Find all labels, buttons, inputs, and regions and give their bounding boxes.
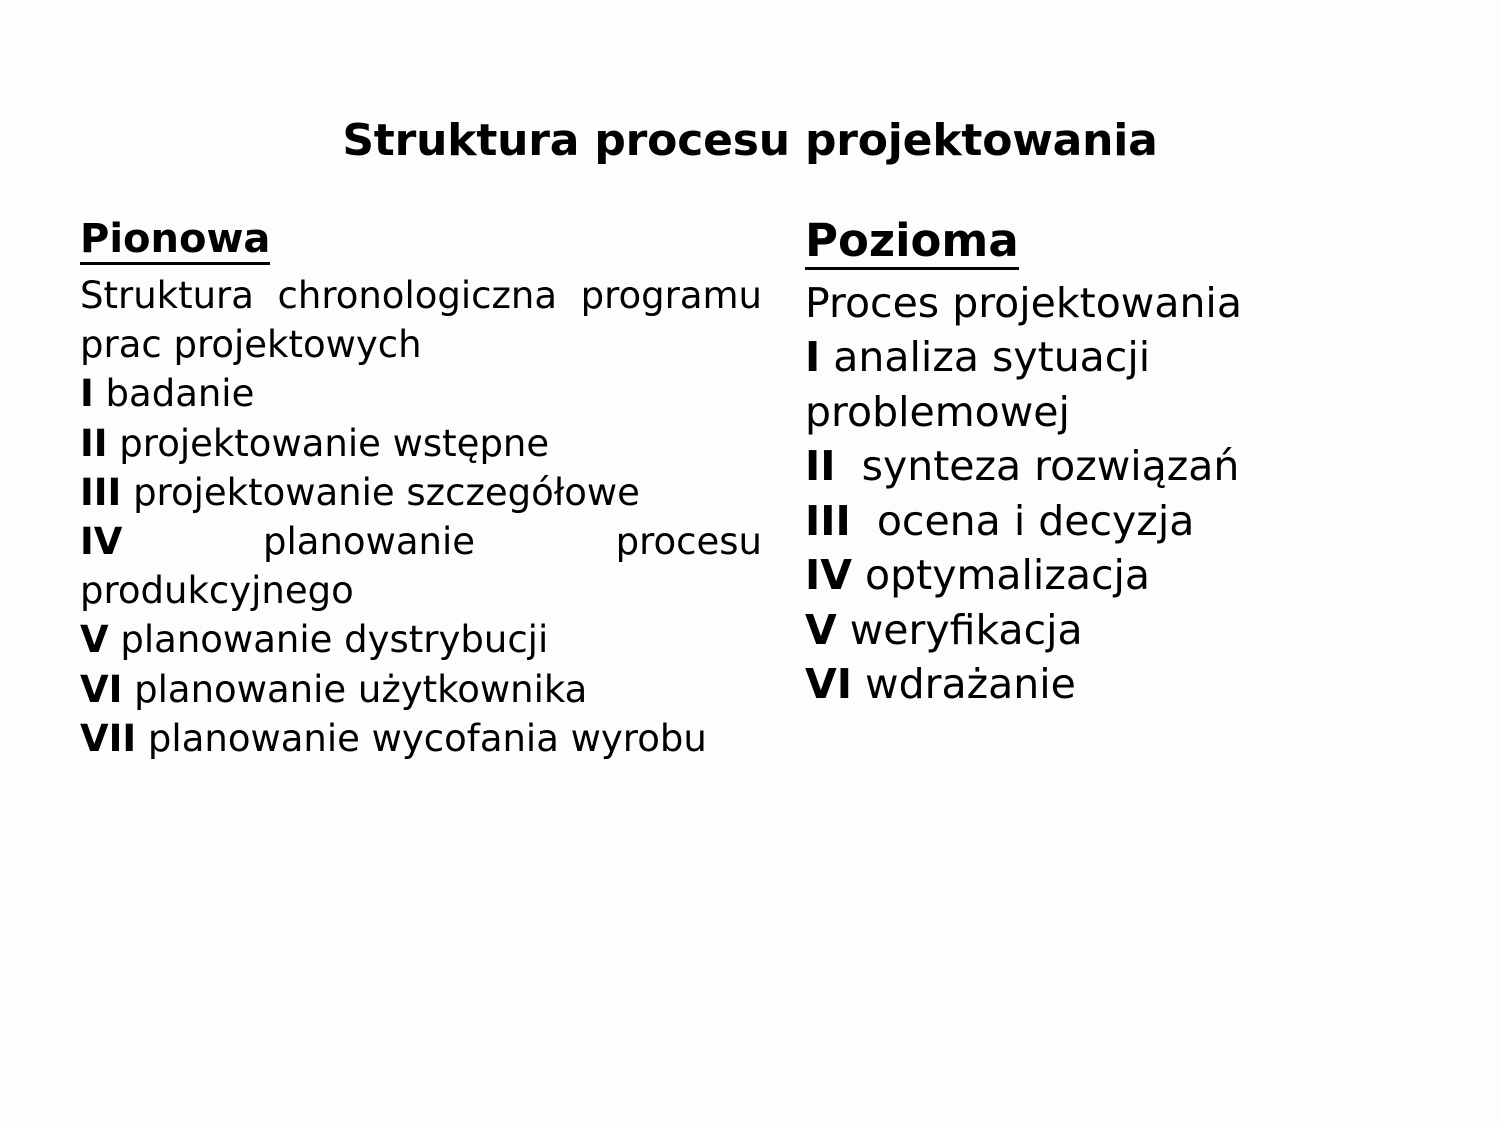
list-item: II projektowanie wstępne xyxy=(80,419,762,468)
entry-numeral: III xyxy=(80,470,122,514)
list-item: V weryfikacja xyxy=(805,603,1405,658)
entry-numeral: IV xyxy=(805,551,852,600)
entry-text: weryfikacja xyxy=(836,605,1083,654)
column-left-intro: Struktura chronologiczna programu prac p… xyxy=(80,274,762,367)
list-item: VI planowanie użytkownika xyxy=(80,665,762,714)
entry-text: optymalizacja xyxy=(852,551,1151,600)
entry-text: wdrażanie xyxy=(852,660,1076,709)
list-item: I badanie xyxy=(80,369,762,418)
list-item: VII planowanie wycofania wyrobu xyxy=(80,714,762,763)
entry-text: ocena i decyzja xyxy=(850,496,1195,545)
list-item: I analiza sytuacji problemowej xyxy=(805,330,1405,439)
two-column-body: Pionowa Struktura chronologiczna program… xyxy=(0,215,1500,955)
page-title: Struktura procesu projektowania xyxy=(342,115,1158,167)
entry-numeral: V xyxy=(80,618,109,662)
entry-numeral: I xyxy=(80,372,94,416)
list-item: IV planowanie procesu produkcyjnego xyxy=(80,517,762,615)
list-item: III ocena i decyzja xyxy=(805,494,1405,549)
entry-numeral: VI xyxy=(805,660,852,709)
entry-text: planowanie dystrybucji xyxy=(108,618,549,662)
column-right-entry-list: I analiza sytuacji problemowej II syntez… xyxy=(805,330,1405,712)
entry-text: projektowanie szczegółowe xyxy=(121,470,640,514)
entry-numeral: VI xyxy=(80,667,123,711)
list-item: II synteza rozwiązań xyxy=(805,439,1405,494)
column-right-intro: Proces projektowania xyxy=(805,278,1242,327)
entry-numeral: I xyxy=(805,333,821,382)
list-item: III projektowanie szczegółowe xyxy=(80,468,762,517)
list-item: IV optymalizacja xyxy=(805,548,1405,603)
list-item: VI wdrażanie xyxy=(805,657,1405,712)
entry-numeral: V xyxy=(805,605,837,654)
entry-numeral: III xyxy=(805,496,851,545)
column-pozioma: Pozioma Proces projektowania I analiza s… xyxy=(805,215,1405,712)
column-left-entry-list: I badanie II projektowanie wstępne III p… xyxy=(80,369,762,763)
entry-text: badanie xyxy=(93,372,255,416)
entry-text: planowanie wycofania wyrobu xyxy=(136,716,707,760)
entry-numeral: VII xyxy=(80,716,137,760)
column-pionowa: Pionowa Struktura chronologiczna program… xyxy=(80,215,762,763)
column-heading-pionowa: Pionowa xyxy=(80,217,271,265)
entry-text: planowanie użytkownika xyxy=(122,667,588,711)
column-heading-pozioma: Pozioma xyxy=(805,216,1019,270)
entry-text: planowanie procesu produkcyjnego xyxy=(80,520,774,613)
list-item: V planowanie dystrybucji xyxy=(80,615,762,664)
entry-text: synteza rozwiązań xyxy=(835,442,1240,491)
entry-text: analiza sytuacji problemowej xyxy=(805,333,1164,436)
entry-numeral: IV xyxy=(80,520,123,564)
entry-numeral: II xyxy=(805,442,836,491)
entry-numeral: II xyxy=(80,421,108,465)
entry-text: projektowanie wstępne xyxy=(107,421,550,465)
